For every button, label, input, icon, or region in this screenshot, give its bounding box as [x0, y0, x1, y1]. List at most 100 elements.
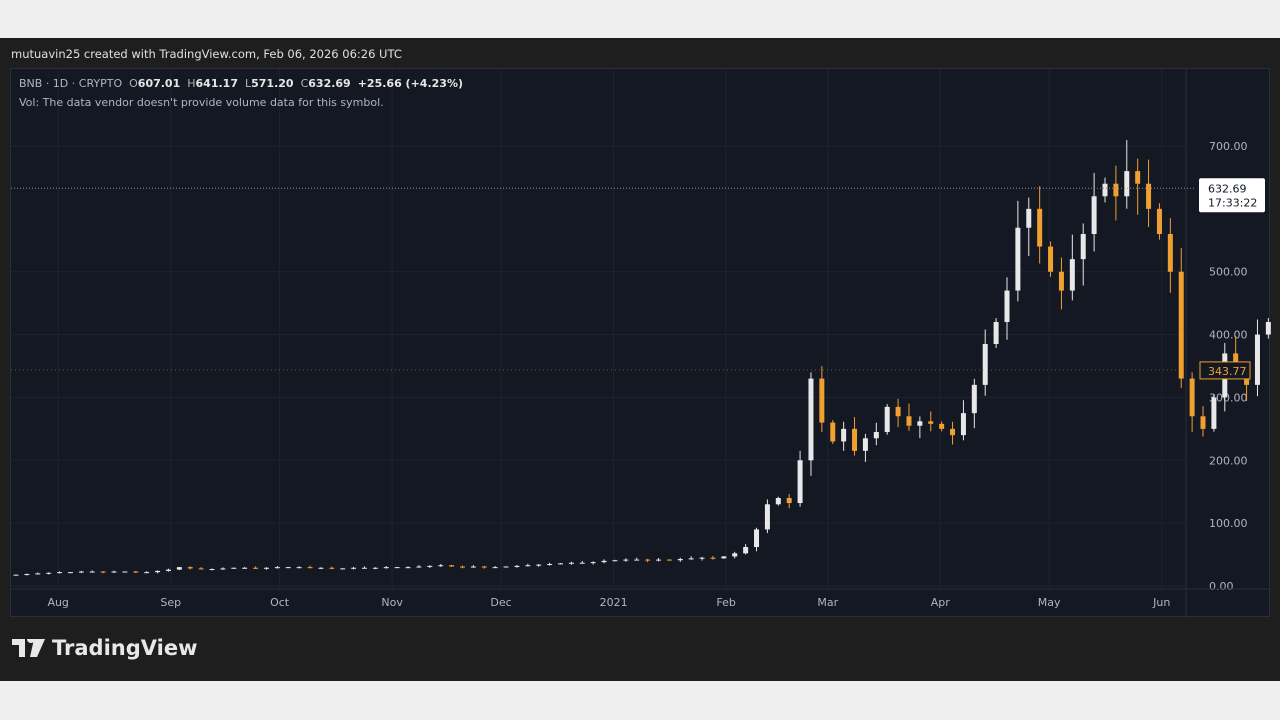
candle-up	[558, 563, 563, 565]
candle-up	[296, 567, 302, 569]
candle-down	[187, 567, 193, 569]
candle-up	[732, 553, 738, 557]
volume-note: Vol: The data vendor doesn't provide vol…	[19, 96, 384, 109]
candle-up	[579, 562, 585, 564]
candle-up	[1015, 227, 1021, 291]
candle-up	[285, 567, 291, 569]
low-value: 571.20	[251, 77, 294, 90]
credit-line: mutuavin25 created with TradingView.com,…	[11, 47, 402, 61]
candle-up	[67, 572, 73, 574]
y-tick-label: 700.00	[1209, 140, 1248, 153]
candle-up	[1102, 183, 1108, 197]
candle-down	[928, 421, 934, 424]
candle-down	[1058, 271, 1064, 291]
y-tick-label: 500.00	[1209, 266, 1248, 279]
candle-down	[481, 566, 487, 568]
candle-up	[220, 568, 226, 570]
candle-up	[394, 567, 400, 569]
candle-up	[688, 558, 694, 560]
candle-up	[165, 569, 171, 571]
candle-down	[1135, 171, 1141, 184]
candle-up	[971, 384, 977, 414]
y-tick-label: 100.00	[1209, 517, 1248, 530]
candlestick-chart[interactable]: 0.00 100.00 200.00 300.00 400.00 500.00 700.00…	[11, 69, 1271, 618]
symbol-label: BNB · 1D · CRYPTO	[19, 77, 123, 90]
x-tick-label: Aug	[47, 596, 68, 609]
candle-down	[100, 571, 106, 573]
candle-up	[144, 572, 150, 574]
candle-up	[340, 568, 346, 570]
candle-down	[307, 567, 313, 569]
candle-up	[351, 567, 357, 569]
candle-up	[754, 529, 760, 548]
candle-up	[656, 559, 662, 561]
open-label: O	[129, 77, 138, 90]
candle-up	[1265, 322, 1271, 335]
candle-up	[1026, 208, 1032, 228]
candle-up	[743, 547, 749, 554]
candle-up	[231, 567, 237, 569]
y-tick-label: 200.00	[1209, 454, 1248, 467]
candle-down	[1037, 208, 1043, 247]
x-tick-label: 2021	[600, 596, 628, 609]
candle-up	[993, 322, 999, 344]
candle-up	[89, 571, 95, 573]
candle-up	[242, 567, 248, 569]
candle-down	[459, 566, 465, 568]
candle-down	[1189, 378, 1195, 417]
crosshair-time: 17:33:22	[1208, 196, 1257, 209]
candle-up	[416, 566, 422, 568]
candle-up	[438, 565, 444, 567]
x-tick-label: May	[1038, 596, 1061, 609]
candle-down	[198, 568, 204, 570]
change-value: +25.66 (+4.23%)	[357, 77, 463, 90]
x-tick-label: Mar	[817, 596, 838, 609]
candle-down	[819, 378, 825, 423]
candle-up	[1069, 259, 1075, 291]
candle-up	[361, 567, 367, 569]
candle-up	[841, 428, 847, 442]
candle-up	[155, 570, 161, 573]
candle-down	[950, 428, 956, 436]
candle-up	[57, 572, 63, 574]
candle-up	[492, 567, 498, 569]
candle-up	[884, 406, 890, 432]
candle-up	[699, 557, 705, 559]
candle-up	[1254, 334, 1260, 385]
candle-up	[797, 460, 803, 504]
chart-panel[interactable]: 0.00 100.00 200.00 300.00 400.00 500.00 700.00…	[10, 68, 1271, 618]
candle-up	[122, 571, 128, 573]
candle-up	[427, 565, 433, 567]
x-tick-label: Dec	[490, 596, 511, 609]
candle-up	[1091, 196, 1097, 234]
candle-up	[318, 567, 324, 569]
candle-up	[35, 573, 41, 575]
candle-down	[1178, 271, 1184, 379]
candle-down	[645, 559, 651, 561]
x-tick-label: Sep	[160, 596, 181, 609]
open-value: 607.01	[137, 77, 181, 90]
candle-up	[525, 565, 531, 567]
low-label: L	[244, 77, 252, 90]
candle-down	[1167, 234, 1173, 272]
candle-up	[677, 558, 683, 561]
candle-up	[601, 560, 607, 563]
tradingview-logo: TradingView	[12, 636, 197, 660]
candle-up	[536, 564, 542, 566]
high-value: 641.17	[195, 77, 238, 90]
candle-up	[808, 378, 814, 461]
candle-down	[939, 423, 945, 429]
candle-up	[1004, 290, 1010, 322]
candle-down	[1156, 208, 1162, 234]
crosshair-price-tag	[1199, 178, 1265, 213]
candle-up	[209, 569, 215, 571]
y-tick-label: 400.00	[1209, 329, 1248, 342]
candle-up	[78, 571, 84, 573]
crosshair-price: 632.69	[1208, 182, 1247, 195]
candle-up	[764, 504, 770, 530]
candle-up	[960, 413, 966, 436]
last-price-tag	[1199, 361, 1251, 380]
candle-up	[46, 572, 52, 574]
candle-down	[253, 567, 259, 569]
candle-up	[111, 571, 117, 573]
